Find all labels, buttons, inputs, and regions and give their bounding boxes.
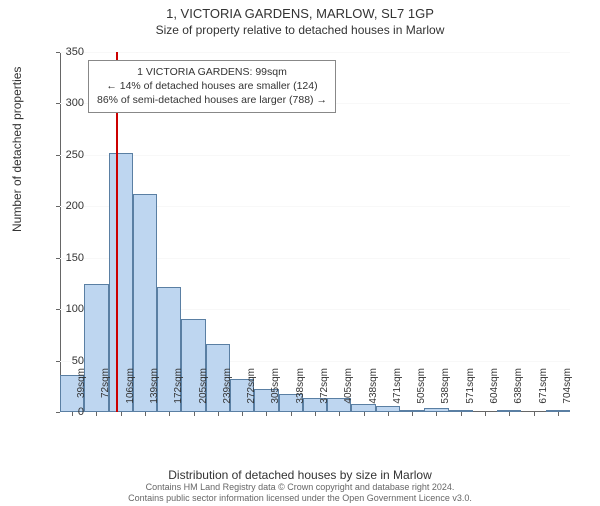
ytick-label: 200 <box>44 200 84 212</box>
xtick-mark <box>485 412 486 416</box>
xtick-mark <box>461 412 462 416</box>
xtick-label: 272sqm <box>246 368 257 418</box>
xtick-label: 338sqm <box>295 368 306 418</box>
xtick-label: 139sqm <box>149 368 160 418</box>
footer-line-2: Contains public sector information licen… <box>0 493 600 504</box>
annotation-line-3: 86% of semi-detached houses are larger (… <box>97 93 327 107</box>
xtick-label: 671sqm <box>538 368 549 418</box>
xtick-label: 704sqm <box>562 368 573 418</box>
xtick-label: 372sqm <box>319 368 330 418</box>
page-title: 1, VICTORIA GARDENS, MARLOW, SL7 1GP <box>0 6 600 21</box>
y-axis-title: Number of detached properties <box>10 67 24 232</box>
gridline <box>60 155 570 156</box>
xtick-mark <box>169 412 170 416</box>
ytick-label: 250 <box>44 149 84 161</box>
ytick-label: 100 <box>44 303 84 315</box>
xtick-label: 405sqm <box>343 368 354 418</box>
xtick-mark <box>558 412 559 416</box>
annotation-line-2: ← 14% of detached houses are smaller (12… <box>97 79 327 93</box>
xtick-label: 205sqm <box>198 368 209 418</box>
xtick-mark <box>364 412 365 416</box>
xtick-mark <box>121 412 122 416</box>
xtick-mark <box>266 412 267 416</box>
xtick-label: 239sqm <box>222 368 233 418</box>
xtick-label: 538sqm <box>440 368 451 418</box>
xtick-mark <box>291 412 292 416</box>
xtick-mark <box>218 412 219 416</box>
xtick-label: 438sqm <box>368 368 379 418</box>
xtick-mark <box>534 412 535 416</box>
xtick-mark <box>388 412 389 416</box>
ytick-label: 150 <box>44 252 84 264</box>
xtick-mark <box>96 412 97 416</box>
xtick-label: 305sqm <box>270 368 281 418</box>
xtick-mark <box>436 412 437 416</box>
annotation-box: 1 VICTORIA GARDENS: 99sqm ← 14% of detac… <box>88 60 336 113</box>
xtick-mark <box>242 412 243 416</box>
ytick-label: 350 <box>44 46 84 58</box>
footer-line-1: Contains HM Land Registry data © Crown c… <box>0 482 600 493</box>
ytick-label: 300 <box>44 97 84 109</box>
histogram-chart: 1 VICTORIA GARDENS: 99sqm ← 14% of detac… <box>60 52 570 412</box>
xtick-mark <box>315 412 316 416</box>
xtick-label: 604sqm <box>489 368 500 418</box>
footer-attribution: Contains HM Land Registry data © Crown c… <box>0 482 600 505</box>
xtick-label: 471sqm <box>392 368 403 418</box>
x-axis-title: Distribution of detached houses by size … <box>0 468 600 482</box>
xtick-mark <box>145 412 146 416</box>
xtick-label: 638sqm <box>513 368 524 418</box>
xtick-label: 571sqm <box>465 368 476 418</box>
page-subtitle: Size of property relative to detached ho… <box>0 23 600 37</box>
xtick-mark <box>339 412 340 416</box>
annotation-line-1: 1 VICTORIA GARDENS: 99sqm <box>97 65 327 79</box>
xtick-label: 172sqm <box>173 368 184 418</box>
xtick-mark <box>509 412 510 416</box>
xtick-label: 505sqm <box>416 368 427 418</box>
xtick-label: 106sqm <box>125 368 136 418</box>
xtick-label: 39sqm <box>76 368 87 418</box>
ytick-label: 50 <box>44 355 84 367</box>
xtick-mark <box>194 412 195 416</box>
gridline <box>60 52 570 53</box>
xtick-mark <box>412 412 413 416</box>
xtick-label: 72sqm <box>100 368 111 418</box>
